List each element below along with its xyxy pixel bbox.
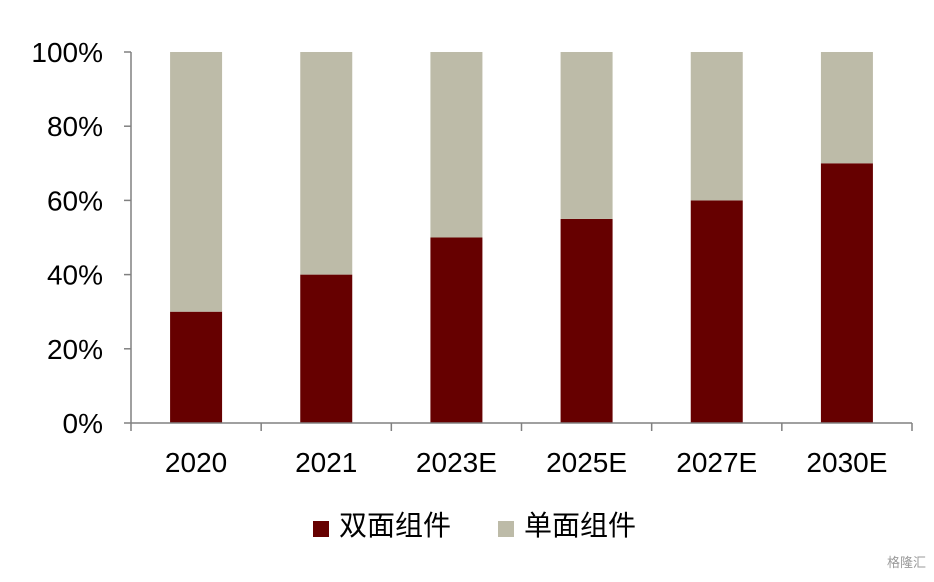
watermark-logo: 格隆汇 xyxy=(886,556,926,571)
x-tick-label: 2020 xyxy=(165,447,227,478)
bar-2020-series-2 xyxy=(170,52,223,312)
bar-2021-series-1 xyxy=(300,274,353,423)
y-tick-label: 80% xyxy=(47,111,103,142)
bar-2030E-series-2 xyxy=(820,52,873,164)
bar-2027E-series-2 xyxy=(690,52,743,201)
bar-2030E-series-1 xyxy=(820,163,873,424)
axes xyxy=(124,51,913,431)
x-tick-label: 2025E xyxy=(546,447,627,478)
x-tick-labels: 2020 2021 2023E 2025E 2027E 2030E xyxy=(165,447,887,478)
x-tick-label: 2023E xyxy=(416,447,497,478)
bar-2025E-series-1 xyxy=(560,218,613,423)
bar-2020-series-1 xyxy=(170,311,223,423)
y-tick-label: 40% xyxy=(47,260,103,291)
y-tick-label: 20% xyxy=(47,334,103,365)
y-tick-label: 100% xyxy=(31,37,103,68)
bar-2025E-series-2 xyxy=(560,52,613,219)
y-tick-labels: 0% 20% 40% 60% 80% 100% xyxy=(31,37,103,439)
legend-swatch-1 xyxy=(313,521,329,537)
bar-2023E-series-1 xyxy=(430,237,483,423)
x-tick-label: 2021 xyxy=(295,447,357,478)
x-tick-label: 2030E xyxy=(806,447,887,478)
legend-label-2: 单面组件 xyxy=(524,510,636,541)
bar-2027E-series-1 xyxy=(690,200,743,423)
legend: 双面组件 单面组件 xyxy=(313,510,636,541)
legend-label-1: 双面组件 xyxy=(339,510,451,541)
bar-group xyxy=(170,52,873,424)
legend-swatch-2 xyxy=(498,521,514,537)
x-tick-label: 2027E xyxy=(676,447,757,478)
bar-2021-series-2 xyxy=(300,52,353,275)
y-tick-label: 60% xyxy=(47,185,103,216)
y-tick-label: 0% xyxy=(63,408,103,439)
bar-2023E-series-2 xyxy=(430,52,483,238)
